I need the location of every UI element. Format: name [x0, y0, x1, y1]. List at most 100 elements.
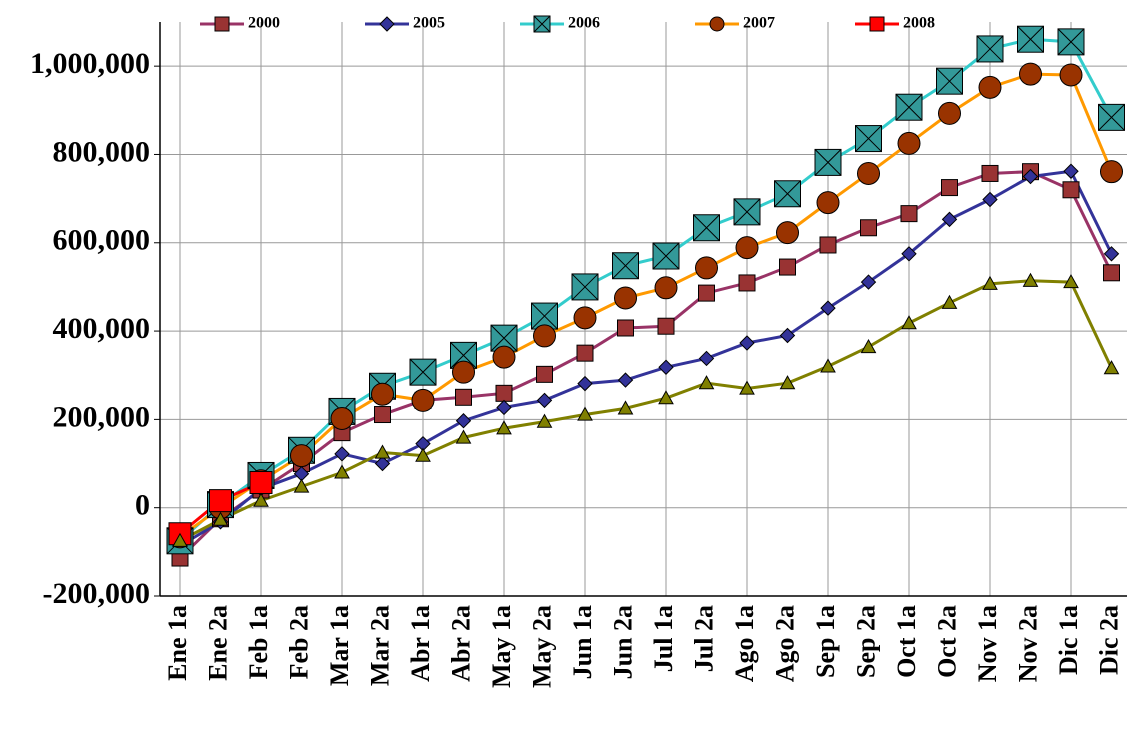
- marker: [709, 16, 725, 32]
- marker: [857, 161, 880, 185]
- marker: [978, 75, 1002, 99]
- marker: [820, 358, 836, 373]
- marker: [941, 294, 958, 309]
- marker-cross: [490, 324, 518, 352]
- marker: [1103, 264, 1120, 282]
- marker: [1022, 168, 1039, 185]
- marker: [617, 400, 634, 415]
- marker: [779, 327, 796, 344]
- marker: [536, 392, 553, 409]
- marker: [455, 429, 472, 444]
- x-tick-label: Nov 1a: [973, 605, 1002, 682]
- marker: [938, 101, 961, 125]
- x-tick-label: Nov 2a: [1013, 605, 1042, 682]
- marker-cross: [571, 273, 599, 301]
- marker-cross: [895, 93, 923, 121]
- x-tick-label: Oct 1a: [892, 605, 921, 678]
- marker: [172, 532, 188, 547]
- marker: [577, 406, 593, 421]
- legend-item: 2005: [365, 15, 445, 32]
- marker: [869, 16, 885, 32]
- marker-cross: [976, 35, 1004, 63]
- marker: [536, 365, 553, 383]
- marker: [941, 179, 958, 197]
- x-tick-label: Mar 1a: [325, 605, 354, 686]
- marker: [897, 131, 921, 155]
- marker: [1059, 63, 1083, 87]
- marker: [657, 317, 675, 335]
- marker: [820, 300, 836, 316]
- marker-cross: [531, 302, 558, 330]
- marker: [1017, 25, 1044, 53]
- legend-label: 2005: [413, 15, 445, 32]
- marker: [698, 350, 715, 367]
- marker: [452, 360, 475, 384]
- marker: [1100, 160, 1123, 184]
- x-tick-label: Jun 1a: [568, 605, 597, 679]
- marker: [209, 489, 232, 513]
- marker-cross: [733, 198, 761, 226]
- marker: [374, 444, 391, 459]
- marker: [577, 375, 593, 392]
- marker: [739, 380, 755, 395]
- marker: [496, 399, 512, 416]
- marker: [776, 221, 799, 245]
- marker: [733, 198, 761, 226]
- marker: [819, 236, 837, 254]
- x-tick-label: Dic 2a: [1094, 605, 1123, 675]
- y-tick-label: 600,000: [53, 224, 151, 257]
- marker: [371, 382, 394, 406]
- marker-cross: [409, 358, 437, 386]
- marker: [779, 258, 796, 276]
- y-tick-label: 200,000: [53, 400, 151, 433]
- marker: [698, 375, 715, 390]
- marker: [334, 464, 350, 479]
- x-tick-label: Jul 2a: [689, 605, 718, 672]
- x-tick-label: Dic 1a: [1054, 605, 1083, 675]
- x-tick-label: Sep 2a: [851, 605, 880, 678]
- x-tick-label: Oct 2a: [932, 605, 961, 678]
- marker: [739, 335, 755, 351]
- legend-item: 2007: [695, 15, 775, 32]
- marker: [895, 93, 923, 121]
- marker: [901, 246, 917, 262]
- marker: [614, 286, 637, 310]
- x-tick-label: Abr 1a: [406, 605, 435, 682]
- marker: [816, 191, 840, 215]
- marker: [814, 148, 842, 176]
- x-tick-label: Ago 2a: [770, 605, 799, 682]
- x-tick-label: May 1a: [487, 605, 516, 688]
- marker: [617, 319, 634, 337]
- marker: [900, 205, 918, 223]
- marker: [411, 388, 435, 412]
- marker: [658, 359, 674, 375]
- x-tick-label: Jul 1a: [649, 605, 678, 672]
- x-tick-label: Jun 2a: [608, 605, 637, 679]
- marker-cross: [652, 242, 680, 270]
- y-tick-label: 1,000,000: [30, 47, 150, 80]
- marker: [1062, 181, 1080, 199]
- marker-cross: [936, 67, 963, 95]
- marker: [212, 511, 229, 526]
- y-tick-label: 400,000: [53, 312, 151, 345]
- marker: [612, 252, 639, 280]
- x-tick-label: Feb 2a: [284, 605, 313, 679]
- marker: [860, 338, 877, 354]
- marker: [249, 471, 273, 495]
- marker: [409, 358, 437, 386]
- marker-cross: [533, 15, 551, 33]
- x-tick-label: Feb 1a: [244, 605, 273, 679]
- marker: [1022, 272, 1039, 287]
- marker: [735, 236, 759, 260]
- legend-label: 2000: [248, 15, 280, 32]
- marker-cross: [814, 149, 842, 176]
- marker: [253, 492, 269, 507]
- marker: [571, 273, 599, 301]
- x-tick-label: Abr 2a: [446, 605, 475, 682]
- marker: [1103, 246, 1120, 262]
- marker: [1063, 274, 1079, 289]
- marker: [855, 125, 882, 153]
- marker: [936, 67, 963, 95]
- x-tick-label: Ene 2a: [203, 605, 232, 681]
